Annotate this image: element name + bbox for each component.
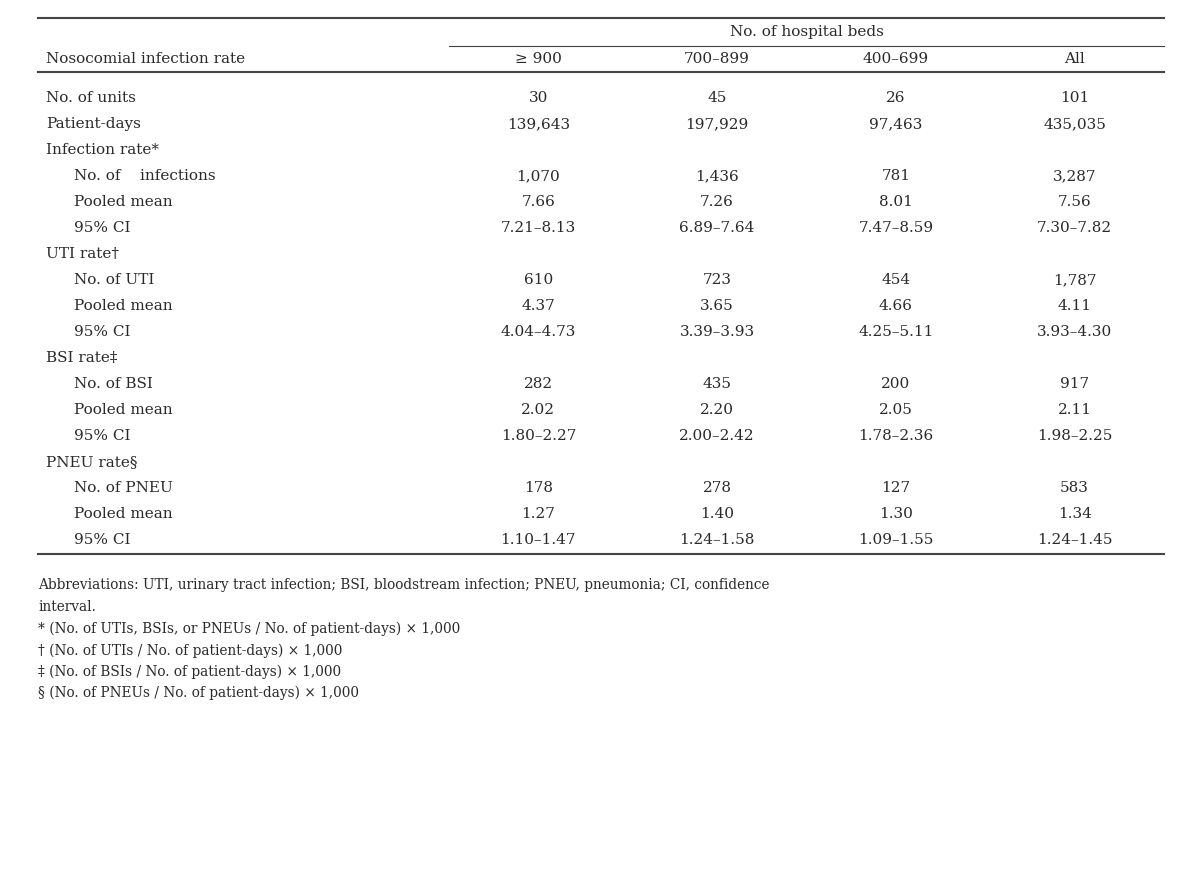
Text: All: All (1064, 52, 1085, 66)
Text: 1,436: 1,436 (695, 169, 739, 183)
Text: 95% CI: 95% CI (75, 221, 131, 235)
Text: Infection rate*: Infection rate* (46, 143, 159, 157)
Text: Abbreviations: UTI, urinary tract infection; BSI, bloodstream infection; PNEU, p: Abbreviations: UTI, urinary tract infect… (38, 578, 769, 591)
Text: PNEU rate§: PNEU rate§ (46, 455, 137, 469)
Text: † (No. of UTIs / No. of patient-days) × 1,000: † (No. of UTIs / No. of patient-days) × … (38, 643, 343, 657)
Text: 4.25–5.11: 4.25–5.11 (858, 325, 934, 339)
Text: 95% CI: 95% CI (75, 325, 131, 339)
Text: BSI rate‡: BSI rate‡ (46, 351, 118, 365)
Text: 1.98–2.25: 1.98–2.25 (1037, 429, 1112, 443)
Text: 8.01: 8.01 (879, 195, 912, 209)
Text: 1.78–2.36: 1.78–2.36 (858, 429, 934, 443)
Text: 7.30–7.82: 7.30–7.82 (1037, 221, 1112, 235)
Text: 1.27: 1.27 (522, 507, 555, 521)
Text: Pooled mean: Pooled mean (75, 195, 173, 209)
Text: UTI rate†: UTI rate† (46, 247, 119, 261)
Text: 95% CI: 95% CI (75, 533, 131, 547)
Text: 2.02: 2.02 (522, 403, 555, 417)
Text: ‡ (No. of BSIs / No. of patient-days) × 1,000: ‡ (No. of BSIs / No. of patient-days) × … (38, 665, 341, 679)
Text: 454: 454 (881, 273, 910, 287)
Text: 400–699: 400–699 (863, 52, 929, 66)
Text: 2.11: 2.11 (1058, 403, 1091, 417)
Text: 1,787: 1,787 (1053, 273, 1096, 287)
Text: No. of PNEU: No. of PNEU (75, 481, 173, 495)
Text: 1.24–1.45: 1.24–1.45 (1037, 533, 1112, 547)
Text: 4.04–4.73: 4.04–4.73 (501, 325, 576, 339)
Text: 3.65: 3.65 (701, 299, 734, 313)
Text: 4.11: 4.11 (1058, 299, 1091, 313)
Text: ≥ 900: ≥ 900 (514, 52, 561, 66)
Text: 723: 723 (703, 273, 732, 287)
Text: 178: 178 (524, 481, 553, 495)
Text: 2.05: 2.05 (879, 403, 912, 417)
Text: 917: 917 (1060, 377, 1089, 391)
Text: 435: 435 (703, 377, 732, 391)
Text: 3.93–4.30: 3.93–4.30 (1037, 325, 1112, 339)
Text: 1.80–2.27: 1.80–2.27 (501, 429, 576, 443)
Text: 1.34: 1.34 (1058, 507, 1091, 521)
Text: 278: 278 (703, 481, 732, 495)
Text: 1.09–1.55: 1.09–1.55 (858, 533, 934, 547)
Text: interval.: interval. (38, 599, 96, 614)
Text: 3,287: 3,287 (1053, 169, 1096, 183)
Text: 7.66: 7.66 (522, 195, 555, 209)
Text: No. of UTI: No. of UTI (75, 273, 154, 287)
Text: No. of BSI: No. of BSI (75, 377, 153, 391)
Text: 583: 583 (1060, 481, 1089, 495)
Text: 2.00–2.42: 2.00–2.42 (679, 429, 755, 443)
Text: 139,643: 139,643 (507, 117, 570, 131)
Text: 3.39–3.93: 3.39–3.93 (679, 325, 755, 339)
Text: § (No. of PNEUs / No. of patient-days) × 1,000: § (No. of PNEUs / No. of patient-days) ×… (38, 686, 359, 700)
Text: 7.56: 7.56 (1058, 195, 1091, 209)
Text: 200: 200 (881, 377, 910, 391)
Text: 1.30: 1.30 (879, 507, 912, 521)
Text: No. of hospital beds: No. of hospital beds (730, 25, 883, 39)
Text: Pooled mean: Pooled mean (75, 507, 173, 521)
Text: 6.89–7.64: 6.89–7.64 (679, 221, 755, 235)
Text: 197,929: 197,929 (685, 117, 749, 131)
Text: 282: 282 (524, 377, 553, 391)
Text: Pooled mean: Pooled mean (75, 299, 173, 313)
Text: No. of    infections: No. of infections (75, 169, 215, 183)
Text: 1.24–1.58: 1.24–1.58 (679, 533, 755, 547)
Text: 781: 781 (881, 169, 910, 183)
Text: 30: 30 (529, 91, 548, 105)
Text: Nosocomial infection rate: Nosocomial infection rate (46, 52, 245, 66)
Text: 4.37: 4.37 (522, 299, 555, 313)
Text: 2.20: 2.20 (700, 403, 734, 417)
Text: 7.26: 7.26 (701, 195, 734, 209)
Text: 435,035: 435,035 (1043, 117, 1106, 131)
Text: * (No. of UTIs, BSIs, or PNEUs / No. of patient-days) × 1,000: * (No. of UTIs, BSIs, or PNEUs / No. of … (38, 622, 460, 636)
Text: 1.40: 1.40 (700, 507, 734, 521)
Text: No. of units: No. of units (46, 91, 136, 105)
Text: 4.66: 4.66 (879, 299, 912, 313)
Text: Pooled mean: Pooled mean (75, 403, 173, 417)
Text: 7.47–8.59: 7.47–8.59 (858, 221, 934, 235)
Text: 95% CI: 95% CI (75, 429, 131, 443)
Text: 101: 101 (1060, 91, 1089, 105)
Text: 97,463: 97,463 (869, 117, 923, 131)
Text: Patient-days: Patient-days (46, 117, 141, 131)
Text: 45: 45 (708, 91, 727, 105)
Text: 26: 26 (886, 91, 905, 105)
Text: 1,070: 1,070 (517, 169, 560, 183)
Text: 610: 610 (524, 273, 553, 287)
Text: 1.10–1.47: 1.10–1.47 (500, 533, 576, 547)
Text: 127: 127 (881, 481, 910, 495)
Text: 7.21–8.13: 7.21–8.13 (501, 221, 576, 235)
Text: 700–899: 700–899 (684, 52, 750, 66)
